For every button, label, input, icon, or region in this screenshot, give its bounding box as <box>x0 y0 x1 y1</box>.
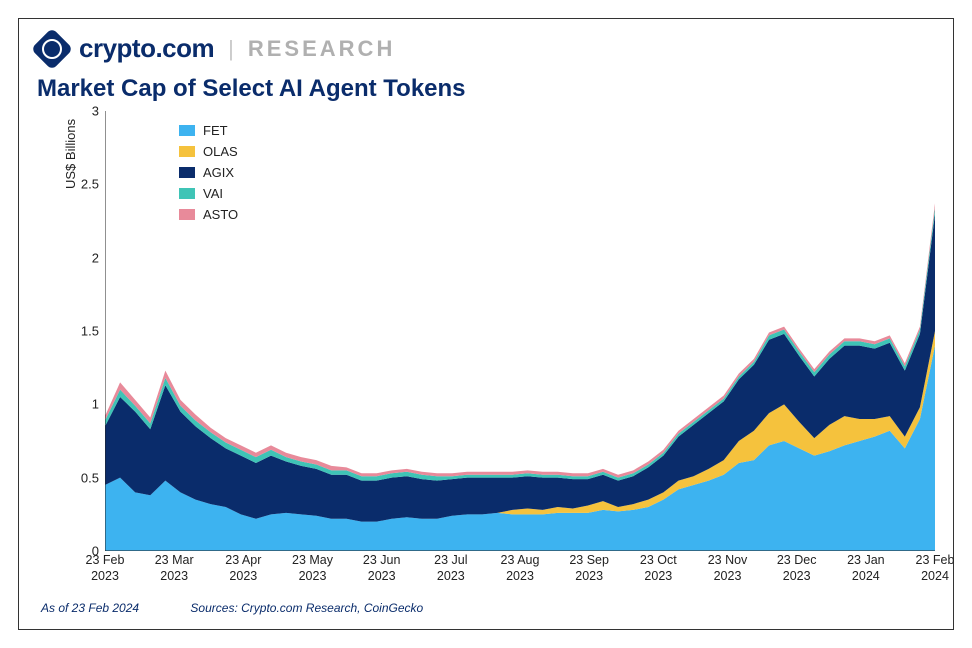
x-tick: 23 Nov2023 <box>698 553 758 584</box>
y-tick: 0.5 <box>69 470 99 485</box>
x-tick: 23 Jul2023 <box>421 553 481 584</box>
legend-swatch <box>179 146 195 157</box>
y-tick: 1 <box>69 397 99 412</box>
legend-item-fet: FET <box>179 123 238 138</box>
legend-label: AGIX <box>203 165 234 180</box>
x-tick: 23 Feb2023 <box>75 553 135 584</box>
x-tick: 23 Sep2023 <box>559 553 619 584</box>
y-tick: 3 <box>69 104 99 119</box>
legend-item-olas: OLAS <box>179 144 238 159</box>
y-tick: 2.5 <box>69 177 99 192</box>
legend-item-asto: ASTO <box>179 207 238 222</box>
brand-text: crypto.com <box>79 33 214 64</box>
legend: FET OLAS AGIX VAI ASTO <box>179 123 238 222</box>
chart-frame: crypto.com | RESEARCH Market Cap of Sele… <box>18 18 954 630</box>
x-tick: 23 Feb2024 <box>905 553 965 584</box>
x-tick: 23 May2023 <box>283 553 343 584</box>
y-tick: 2 <box>69 250 99 265</box>
header-divider: | <box>228 36 234 62</box>
chart-title: Market Cap of Select AI Agent Tokens <box>37 75 466 103</box>
sources-label: Sources: <box>190 601 237 615</box>
asof-text: As of 23 Feb 2024 <box>41 601 139 615</box>
legend-swatch <box>179 188 195 199</box>
legend-swatch <box>179 209 195 220</box>
chart-footer: As of 23 Feb 2024 Sources: Crypto.com Re… <box>41 601 423 615</box>
x-tick: 23 Mar2023 <box>144 553 204 584</box>
x-tick: 23 Jan2024 <box>836 553 896 584</box>
legend-swatch <box>179 125 195 136</box>
research-label: RESEARCH <box>248 36 395 62</box>
y-tick: 1.5 <box>69 324 99 339</box>
x-tick: 23 Apr2023 <box>213 553 273 584</box>
x-tick: 23 Jun2023 <box>352 553 412 584</box>
legend-swatch <box>179 167 195 178</box>
x-tick: 23 Dec2023 <box>767 553 827 584</box>
sources-text: Crypto.com Research, CoinGecko <box>241 601 423 615</box>
x-tick: 23 Aug2023 <box>490 553 550 584</box>
header: crypto.com | RESEARCH <box>37 33 395 64</box>
legend-item-vai: VAI <box>179 186 238 201</box>
x-tick: 23 Oct2023 <box>628 553 688 584</box>
legend-label: ASTO <box>203 207 238 222</box>
legend-label: OLAS <box>203 144 238 159</box>
crypto-logo-icon <box>31 27 73 69</box>
legend-item-agix: AGIX <box>179 165 238 180</box>
legend-label: VAI <box>203 186 223 201</box>
legend-label: FET <box>203 123 228 138</box>
